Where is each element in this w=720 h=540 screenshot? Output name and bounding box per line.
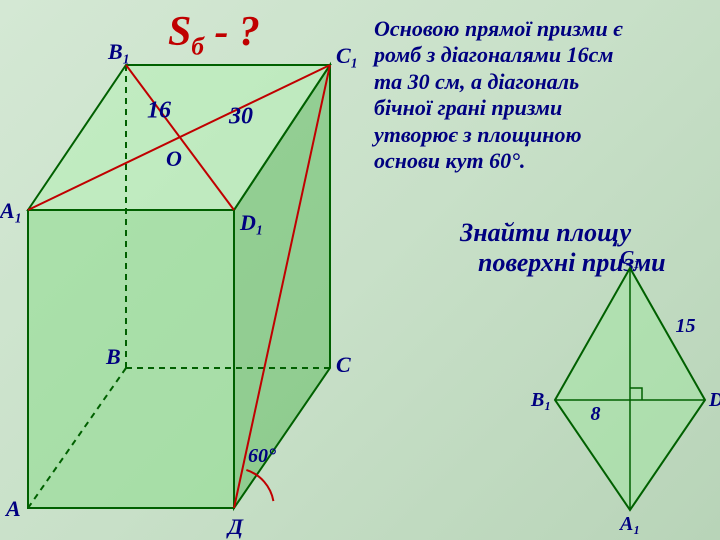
svg-text:Д: Д [226, 514, 244, 539]
svg-text:B₁: B₁ [530, 389, 551, 411]
svg-text:30: 30 [228, 104, 253, 130]
svg-text:D₁: D₁ [708, 389, 720, 411]
svg-text:C: C [336, 352, 351, 377]
svg-text:15: 15 [676, 315, 696, 337]
svg-text:16: 16 [147, 98, 171, 124]
svg-text:B₁: B₁ [107, 39, 130, 64]
svg-text:O: O [166, 146, 182, 171]
svg-text:C₁: C₁ [336, 43, 358, 68]
svg-text:A₁: A₁ [618, 513, 640, 535]
svg-text:B: B [105, 344, 121, 369]
svg-text:8: 8 [591, 403, 601, 425]
svg-text:A₁: A₁ [0, 198, 22, 223]
svg-text:D₁: D₁ [239, 210, 264, 235]
svg-text:A: A [4, 496, 21, 521]
svg-text:C₁: C₁ [620, 247, 640, 269]
geometry-diagram: A₁ B₁ C₁ D₁ A B C Д O 16 30 60° C₁ D₁ A₁ B₁ 15 8 [0, 0, 720, 540]
svg-text:60°: 60° [248, 445, 276, 467]
